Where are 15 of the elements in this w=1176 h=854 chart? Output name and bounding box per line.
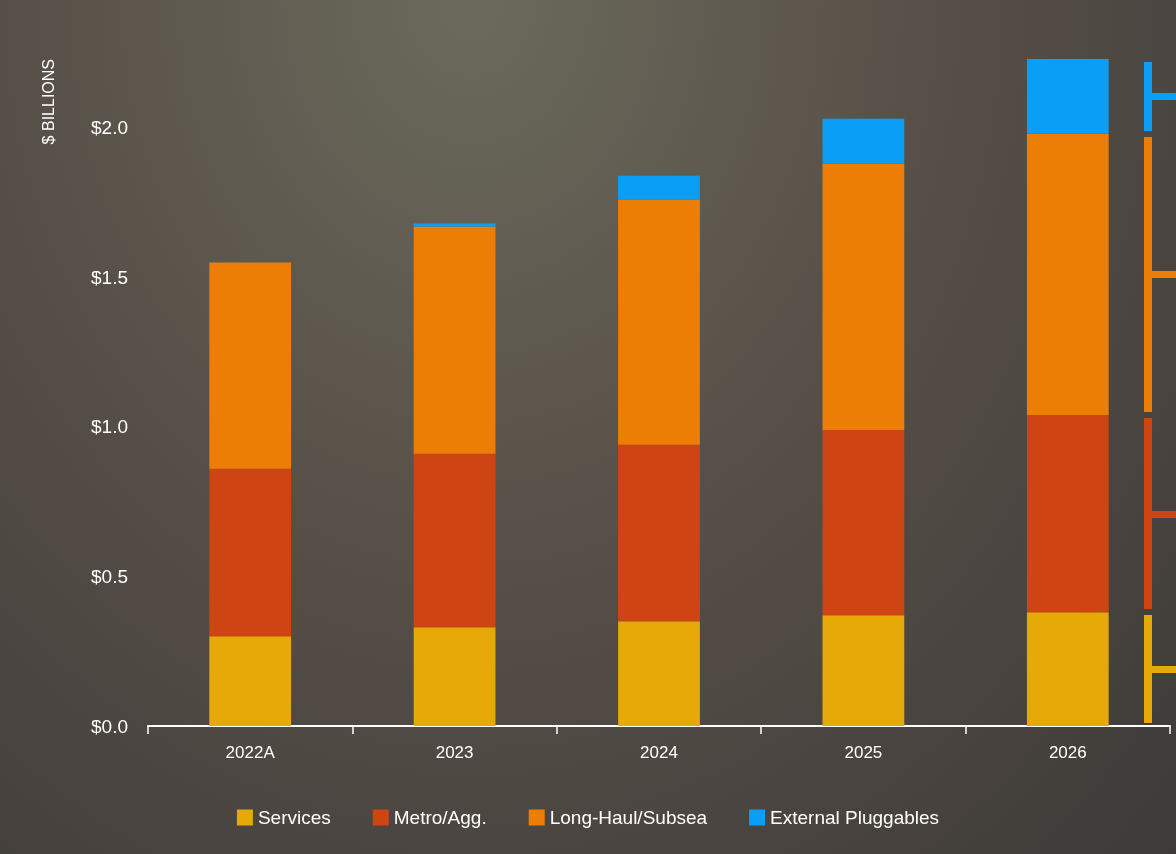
y-tick-label: $2.0: [91, 117, 128, 139]
x-tick-label: 2025: [844, 743, 883, 762]
x-tick-label: 2026: [1048, 743, 1087, 762]
y-tick-label: $1.0: [91, 416, 128, 438]
y-tick-label: $1.5: [91, 266, 128, 288]
y-tick-label: $0.0: [91, 715, 128, 737]
legend-label: External Pluggables: [770, 807, 940, 828]
y-tick-label: $0.5: [91, 565, 128, 587]
y-axis-title: $ BILLIONS: [39, 59, 57, 145]
x-tick-label: 2023: [435, 743, 474, 762]
legend-label: Long-Haul/Subsea: [549, 807, 708, 828]
x-tick-label: 2024: [640, 743, 678, 762]
legend-label: Metro/Agg.: [393, 807, 487, 828]
legend-label: Services: [257, 807, 331, 828]
x-tick-label: 2022A: [225, 743, 276, 762]
